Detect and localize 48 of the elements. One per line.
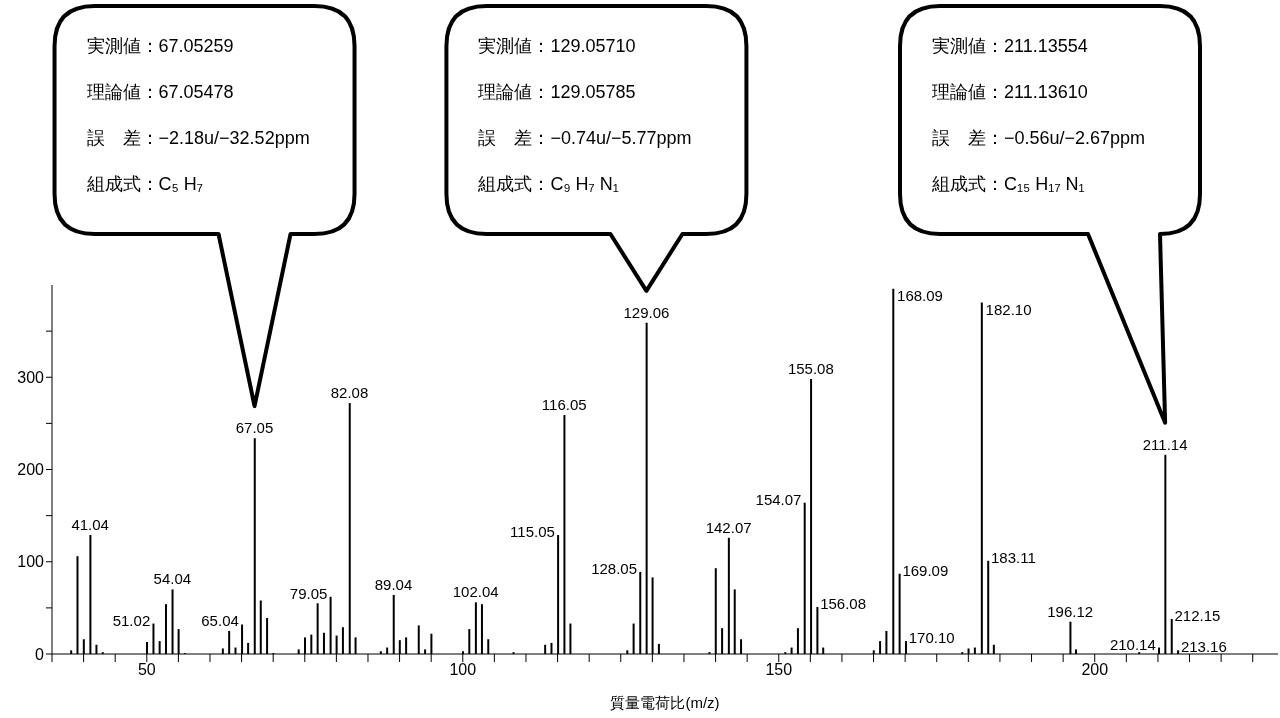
text: 誤 差：−0.56u/−2.67ppm (932, 128, 1146, 148)
annotation: 169.09 (902, 561, 949, 579)
annotation: 129.06 (623, 303, 670, 321)
text: 組成式：C₅ H₇ (85, 174, 203, 194)
y-tick-label: 100 (17, 553, 45, 571)
annotation: 183.11 (990, 548, 1036, 566)
annotation: 212.15 (1174, 606, 1221, 624)
annotation: 211.14 (1142, 435, 1188, 453)
annotation: 54.04 (153, 570, 192, 588)
annotation: 67.05 (235, 419, 274, 437)
text: 理論値：129.05785 (478, 82, 636, 102)
annotation: 168.09 (897, 286, 943, 304)
annotation: 156.08 (820, 594, 867, 612)
text: 組成式：C₁₅ H₁₇ N₁ (931, 174, 1085, 194)
text: 理論値：67.05478 (86, 82, 234, 102)
annotation: 82.08 (330, 384, 369, 402)
annotation: 170.10 (908, 629, 955, 647)
annotation: 79.05 (289, 584, 328, 602)
annotation: 102.04 (452, 583, 499, 601)
text: 実測値：211.13554 (932, 36, 1088, 56)
annotation: 89.04 (374, 575, 413, 593)
annotation: 65.04 (201, 612, 239, 630)
annotation: 116.05 (541, 396, 587, 414)
annotation: 41.04 (71, 516, 109, 533)
annotation: 128.05 (591, 559, 638, 577)
x-tick-label: 50 (137, 661, 156, 679)
annotation: 196.12 (1047, 602, 1094, 620)
text: 実測値：129.05710 (478, 36, 636, 56)
annotation: 213.16 (1180, 638, 1227, 656)
annotation: 51.02 (112, 611, 151, 629)
annotation: 210.14 (1109, 635, 1156, 653)
annotation: 182.10 (985, 300, 1032, 318)
annotation: 155.08 (787, 360, 834, 378)
x-axis-title: 質量電荷比(m/z) (610, 694, 720, 711)
x-tick-label: 150 (765, 661, 793, 679)
text: 誤 差：−2.18u/−32.52ppm (86, 128, 310, 148)
annotation: 154.07 (755, 490, 802, 508)
text: 理論値：211.13610 (932, 82, 1088, 102)
annotation: 115.05 (510, 523, 555, 540)
x-tick-label: 200 (1081, 661, 1109, 679)
text: 実測値：67.05259 (86, 36, 234, 56)
x-tick-label: 100 (449, 661, 477, 679)
annotation: 142.07 (705, 518, 752, 536)
y-tick-label: 200 (17, 461, 45, 479)
y-tick-label: 300 (17, 368, 45, 386)
text: 組成式：C₉ H₇ N₁ (477, 174, 619, 194)
y-tick-label: 0 (35, 645, 45, 663)
text: 誤 差：−0.74u/−5.77ppm (478, 128, 692, 148)
